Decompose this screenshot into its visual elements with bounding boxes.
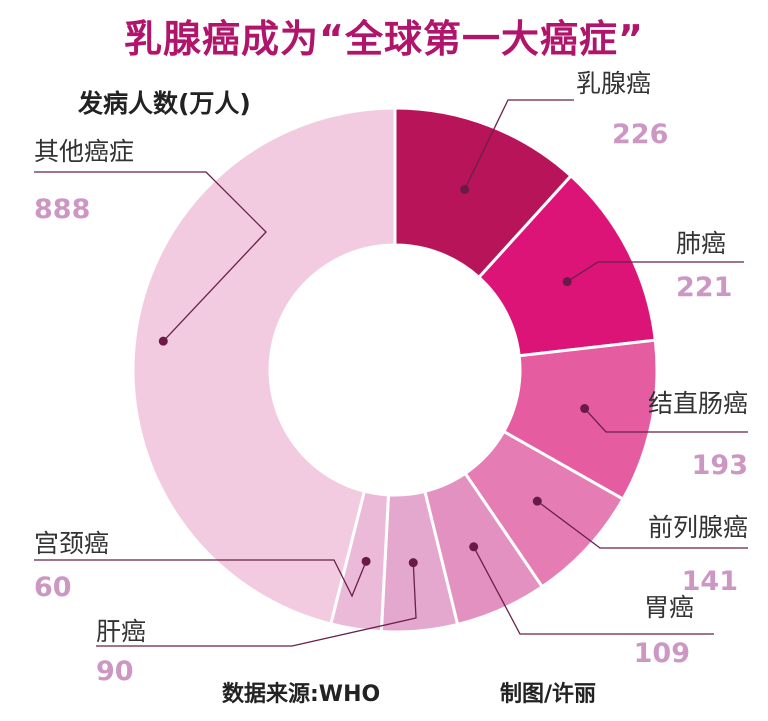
value-label-4: 141 [682, 566, 738, 597]
chart-credit: 制图/许丽 [500, 682, 597, 707]
category-label-4: 前列腺癌 [648, 513, 748, 542]
value-label-7: 60 [34, 572, 72, 603]
data-source-note: 数据来源:WHO [222, 682, 381, 707]
category-label-8: 其他癌症 [34, 137, 134, 166]
leader-line-7 [34, 559, 367, 598]
category-label-7: 宫颈癌 [34, 529, 109, 558]
category-label-6: 肝癌 [96, 617, 146, 646]
leader-dot-8 [158, 336, 168, 346]
leader-line-3 [584, 408, 748, 433]
leader-line-8 [34, 171, 267, 342]
value-label-2: 221 [676, 272, 732, 303]
category-label-2: 肺癌 [676, 229, 726, 258]
leader-dot-7 [361, 556, 371, 566]
leader-dot-2 [562, 277, 572, 287]
leader-line-5 [473, 546, 714, 635]
value-label-5: 109 [634, 638, 690, 669]
leader-line-1 [464, 99, 574, 190]
leader-dot-5 [469, 542, 479, 552]
leader-line-6 [96, 562, 417, 647]
leader-dot-3 [580, 404, 590, 414]
leader-dot-1 [460, 184, 470, 194]
donut-hole [270, 245, 520, 495]
value-label-1: 226 [612, 119, 668, 150]
leader-dot-6 [408, 558, 418, 568]
leader-line-2 [566, 261, 744, 283]
chart-title: 乳腺癌成为“全球第一大癌症” [124, 17, 644, 61]
value-label-8: 888 [34, 194, 90, 225]
category-label-5: 胃癌 [644, 593, 694, 622]
value-label-6: 90 [96, 656, 134, 687]
category-label-1: 乳腺癌 [576, 69, 651, 98]
value-label-3: 193 [692, 450, 748, 481]
chart-subtitle: 发病人数(万人) [78, 89, 251, 118]
slice-8 [131, 106, 397, 626]
category-label-3: 结直肠癌 [648, 389, 748, 418]
leader-dot-4 [532, 496, 542, 506]
leader-line-4 [536, 500, 748, 549]
